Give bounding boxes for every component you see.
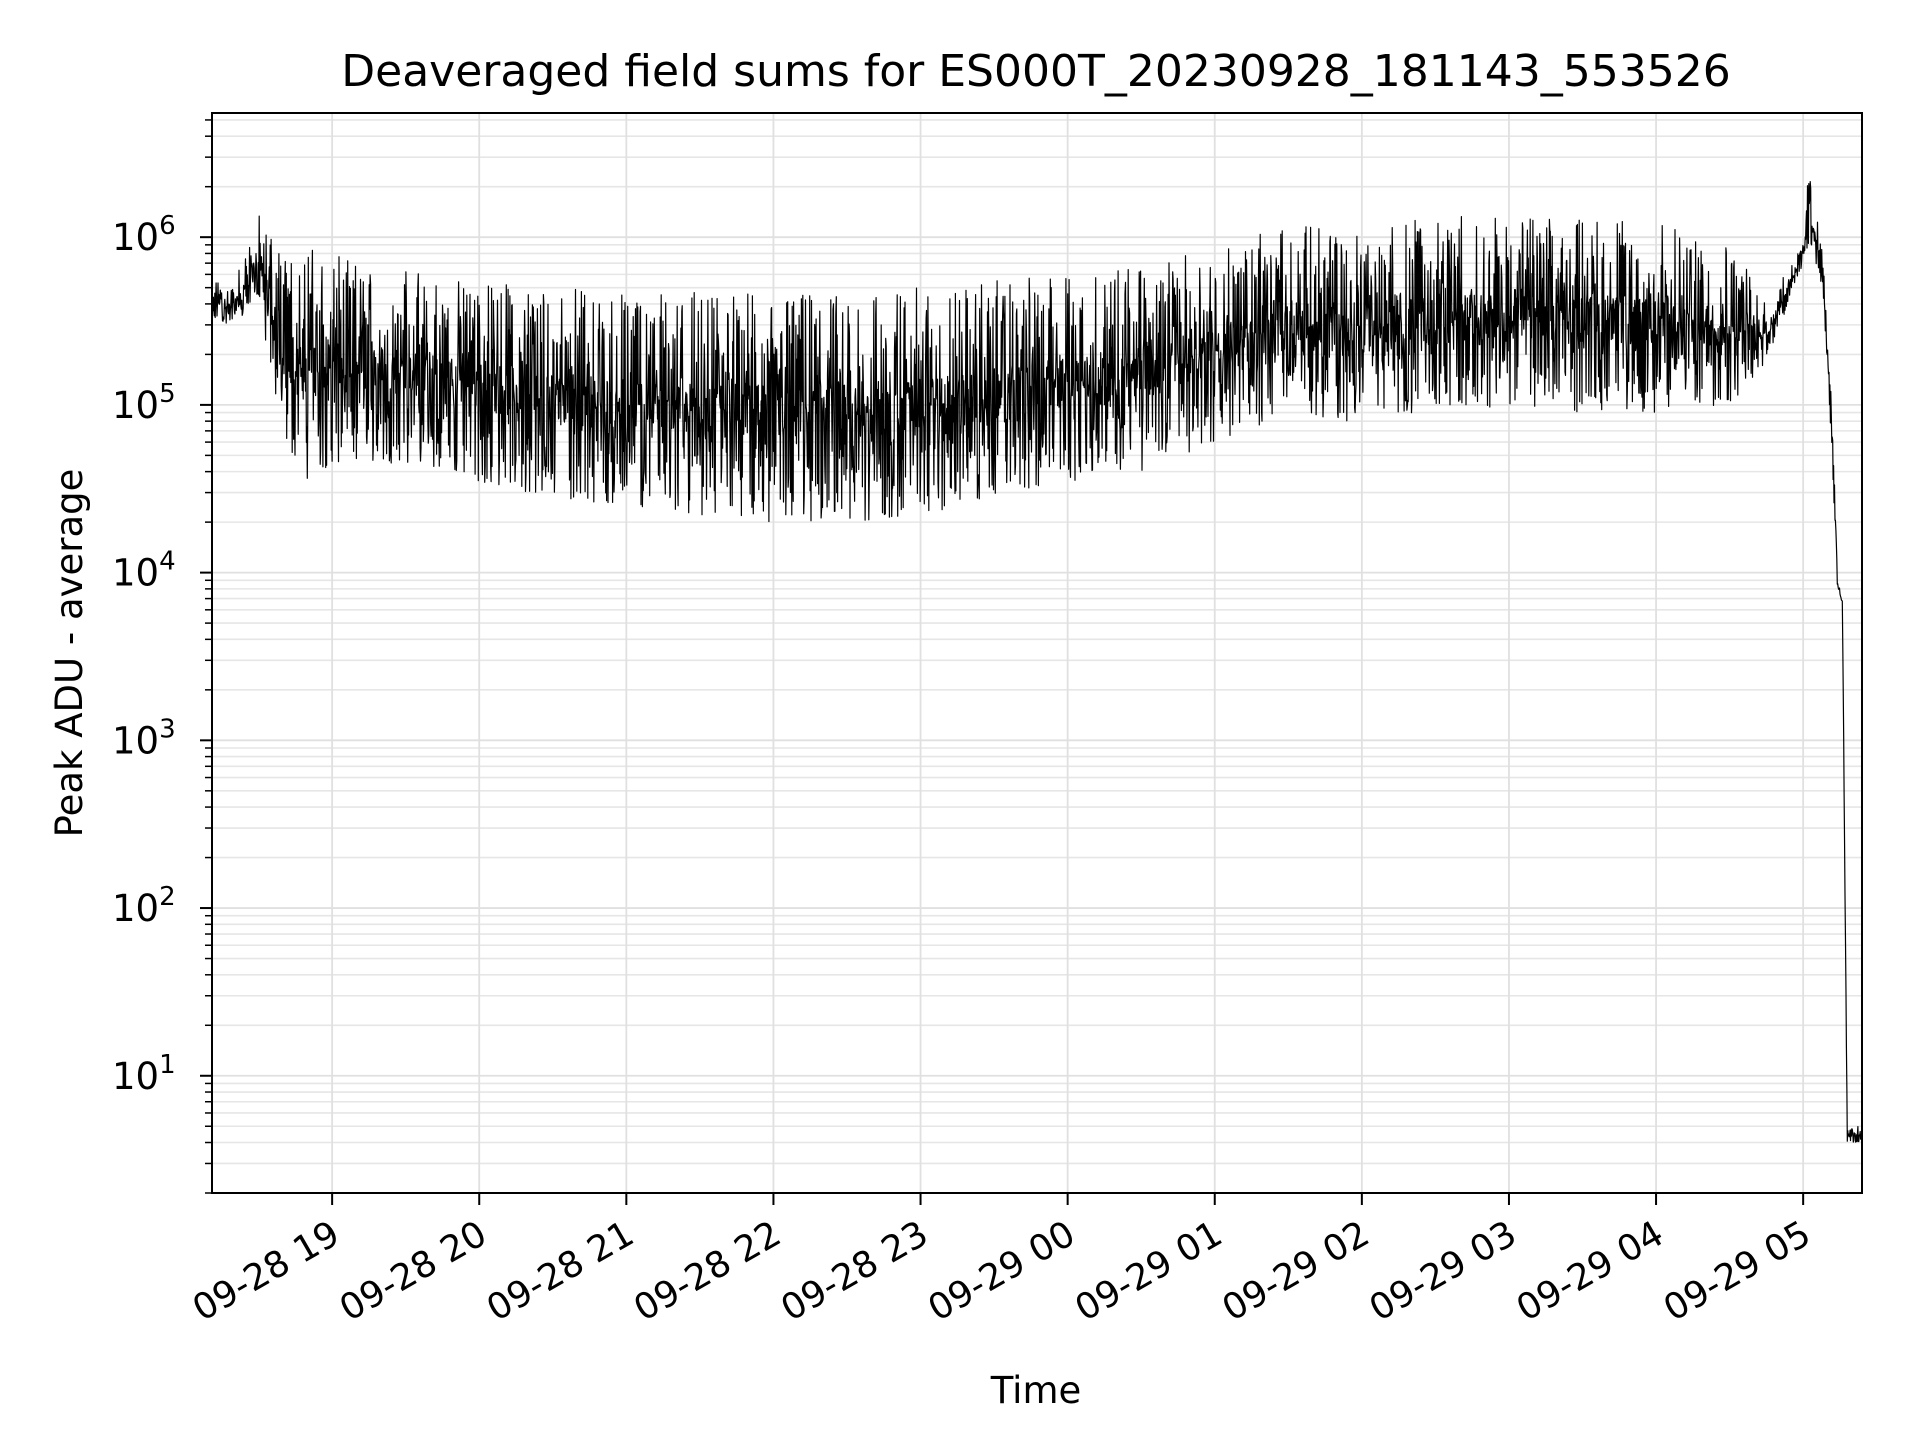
y-tick-label: 104 (112, 547, 176, 595)
y-tick-label: 106 (112, 211, 176, 259)
y-axis-label: Peak ADU - average (48, 469, 91, 838)
y-tick-label: 105 (112, 379, 176, 427)
x-axis-label: Time (990, 1369, 1082, 1412)
chart-title: Deaveraged field sums for ES000T_2023092… (341, 46, 1730, 97)
y-tick-label: 102 (112, 882, 176, 930)
y-axis-ticks: 101 102 103 104 105 106 (112, 119, 212, 1194)
y-tick-label: 101 (112, 1050, 176, 1098)
data-series-line (211, 181, 1863, 1143)
y-tick-label: 103 (112, 714, 176, 762)
plot-area-frame (211, 112, 1863, 1194)
